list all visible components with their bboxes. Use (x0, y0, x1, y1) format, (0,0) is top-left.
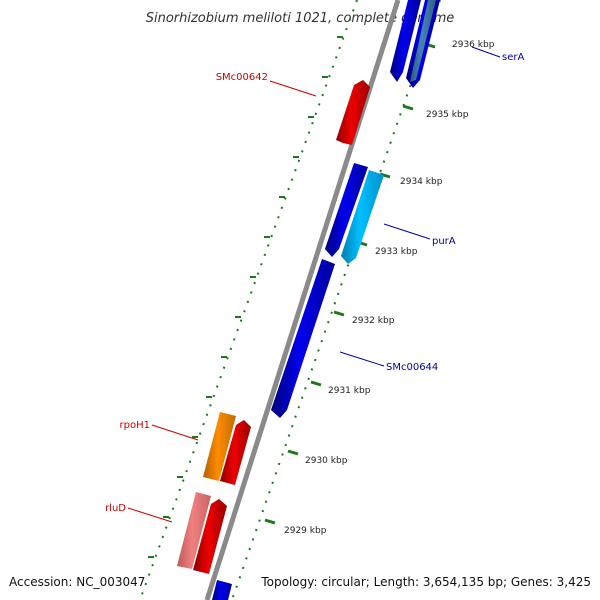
gene-arrow-smc00642[interactable] (336, 80, 370, 145)
accession-text: Accession: NC_003047 (9, 575, 145, 589)
gene-arrow-smc00644[interactable] (271, 259, 335, 418)
map-title: Sinorhizobium meliloti 1021, complete ge… (146, 11, 455, 26)
tick-label-2932: 2932 kbp (352, 316, 395, 326)
gene-arrow-sera[interactable] (390, 0, 421, 82)
gene-arrow-rlud[interactable] (177, 492, 211, 569)
gene-label-smc00642[interactable]: SMc00642 (216, 72, 268, 83)
forward-tick-marks (148, 36, 343, 558)
label-leader-lines (127, 46, 501, 523)
gene-arrow-blue-bottom[interactable] (212, 580, 232, 600)
tick-label-2934: 2934 kbp (400, 177, 443, 187)
inner-dotted-ruler (139, 0, 358, 600)
tick-label-2933: 2933 kbp (375, 247, 418, 257)
gene-label-rlud[interactable]: rluD (105, 503, 126, 514)
tick-label-2935: 2935 kbp (426, 110, 469, 120)
gene-arrow-rlud-neighbor[interactable] (193, 499, 227, 574)
gene-arrow-pura[interactable] (341, 170, 384, 264)
topology-text: Topology: circular; Length: 3,654,135 bp… (260, 575, 591, 589)
gene-label-sera[interactable]: serA (502, 52, 524, 63)
tick-label-2936: 2936 kbp (452, 40, 495, 50)
gene-label-pura[interactable]: purA (432, 236, 456, 247)
genome-backbone (204, 0, 401, 600)
gene-arrow-rpoh1-neighbor[interactable] (220, 420, 251, 485)
outer-dotted-ruler (231, 0, 441, 600)
gene-label-smc00644[interactable]: SMc00644 (386, 362, 438, 373)
gene-label-rpoh1[interactable]: rpoH1 (120, 420, 150, 431)
tick-label-2929: 2929 kbp (284, 526, 327, 536)
major-tick-marks (264, 42, 436, 525)
gene-arrow-blue-unlabeled[interactable] (325, 163, 368, 257)
gene-arrow-rpoh1[interactable] (203, 412, 236, 481)
tick-label-2931: 2931 kbp (328, 386, 371, 396)
tick-label-2930: 2930 kbp (305, 456, 348, 466)
gene-arrow-sera-steel[interactable] (410, 0, 436, 82)
